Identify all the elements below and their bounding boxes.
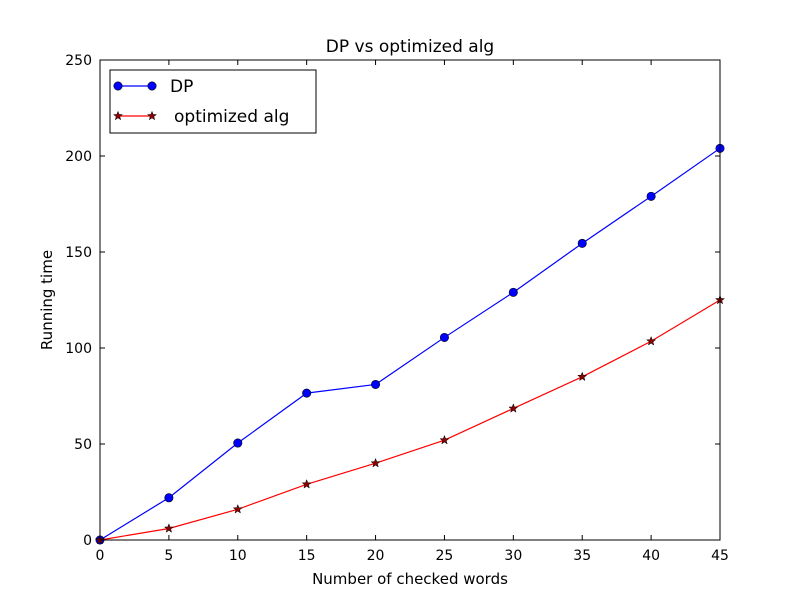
data-point-optimized [577,371,588,382]
y-tick-label: 150 [65,245,92,261]
data-point-dp [577,238,587,248]
x-tick-label: 0 [96,548,105,564]
series-line-0 [99,147,721,541]
axis-ticks: 0 5 10 15 20 25 30 35 40 45 0 50 100 150 200 250 [65,53,729,564]
series-line-1 [99,299,721,541]
x-tick-label: 45 [711,548,729,564]
x-tick-label: 5 [164,548,173,564]
data-point-dp [233,438,243,448]
data-point-dp [508,287,518,297]
legend-box [109,69,317,134]
data-point-optimized [301,478,312,489]
x-tick-label: 35 [573,548,591,564]
x-tick-label: 40 [642,548,660,564]
y-tick-label: 250 [65,53,92,69]
data-point-dp [371,379,381,389]
data-point-optimized [232,503,243,514]
x-axis-label: Number of checked words [312,570,508,588]
x-tick-label: 20 [367,548,385,564]
data-point-optimized [508,403,519,413]
series-lines [99,147,721,541]
data-point-optimized [439,434,450,445]
data-point-optimized [163,523,174,533]
x-tick-label: 10 [229,548,247,564]
legend-marker-optimized [146,110,158,121]
data-point-dp [302,388,312,398]
y-axis-label: Running time [38,250,56,350]
legend-marker-dp [113,81,123,91]
data-point-optimized [646,335,657,346]
legend-label-0: DP [170,77,193,97]
plot-area-frame [99,59,721,541]
y-tick-label: 0 [83,533,92,549]
y-tick-label: 200 [65,149,92,165]
data-point-dp [646,191,656,201]
legend-label-1: optimized alg [174,107,289,127]
legend: DP optimized alg [109,69,317,134]
legend-marker-dp [147,81,157,91]
data-point-optimized [370,457,381,468]
series-markers [94,143,726,545]
data-point-dp [164,493,174,503]
y-tick-label: 50 [74,437,92,453]
legend-marker-optimized [112,110,124,121]
chart-title: DP vs optimized alg [326,37,494,57]
y-tick-label: 100 [65,341,92,357]
data-point-dp [439,332,449,342]
x-tick-label: 15 [298,548,316,564]
x-tick-label: 30 [504,548,522,564]
x-tick-label: 25 [436,548,454,564]
